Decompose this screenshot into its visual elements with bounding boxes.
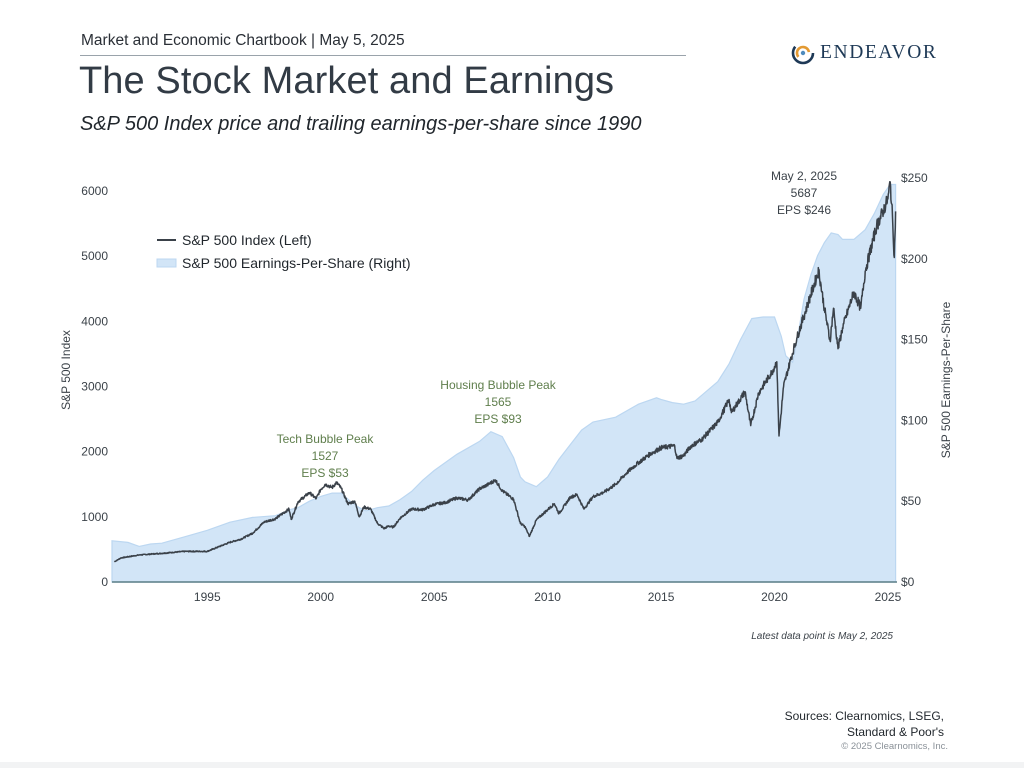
sp500-index-line [113, 180, 897, 563]
annotation-text: 1527 [312, 449, 339, 463]
annotation-text: Housing Bubble Peak [440, 378, 556, 392]
sources-line-1: Sources: Clearnomics, LSEG, [784, 709, 944, 723]
header-divider [80, 55, 686, 56]
annotation-text: EPS $93 [474, 412, 522, 426]
x-tick-label: 2005 [421, 590, 448, 604]
bottom-edge [0, 762, 1024, 768]
left-tick-label: 3000 [81, 380, 108, 394]
annotation-text: 5687 [791, 186, 818, 200]
legend-eps-swatch [156, 258, 177, 268]
latest-data-note: Latest data point is May 2, 2025 [751, 631, 893, 642]
left-tick-label: 2000 [81, 445, 108, 459]
x-tick-label: 2025 [875, 590, 902, 604]
annotation-text: May 2, 2025 [771, 169, 837, 183]
left-tick-label: 5000 [81, 249, 108, 263]
right-tick-label: $200 [901, 252, 928, 266]
sources-line-2: Standard & Poor's [846, 724, 944, 739]
endeavor-swirl-icon [791, 41, 815, 65]
x-tick-label: 1995 [194, 590, 221, 604]
left-tick-label: 4000 [81, 314, 108, 328]
legend-eps-label: S&P 500 Earnings-Per-Share (Right) [182, 255, 411, 271]
legend-index-label: S&P 500 Index (Left) [182, 232, 312, 248]
left-axis-title: S&P 500 Index [59, 330, 73, 410]
annotation-text: EPS $246 [777, 203, 831, 217]
x-tick-label: 2000 [307, 590, 334, 604]
copyright-note: © 2025 Clearnomics, Inc. [841, 741, 948, 752]
right-tick-label: $50 [901, 494, 921, 508]
left-tick-label: 1000 [81, 510, 108, 524]
page-subtitle: S&P 500 Index price and trailing earning… [80, 113, 642, 135]
left-tick-label: 0 [101, 575, 108, 589]
endeavor-logo: ENDEAVOR [790, 40, 938, 66]
logo-wordmark: ENDEAVOR [820, 42, 938, 63]
x-tick-label: 2010 [534, 590, 561, 604]
right-tick-label: $0 [901, 575, 915, 589]
right-axis-title: S&P 500 Earnings-Per-Share [939, 301, 953, 458]
chartbook-label: Market and Economic Chartbook | May 5, 2… [81, 32, 405, 49]
right-tick-label: $250 [901, 171, 928, 185]
page-title: The Stock Market and Earnings [79, 60, 615, 102]
x-tick-label: 2015 [648, 590, 675, 604]
annotation-text: EPS $53 [301, 466, 349, 480]
annotation-text: 1565 [485, 395, 512, 409]
left-tick-label: 6000 [81, 184, 108, 198]
right-tick-label: $150 [901, 333, 928, 347]
annotation-text: Tech Bubble Peak [277, 432, 375, 446]
sources-note: Sources: Clearnomics, LSEG, Standard & P… [785, 709, 944, 740]
x-tick-label: 2020 [761, 590, 788, 604]
right-tick-label: $100 [901, 413, 928, 427]
